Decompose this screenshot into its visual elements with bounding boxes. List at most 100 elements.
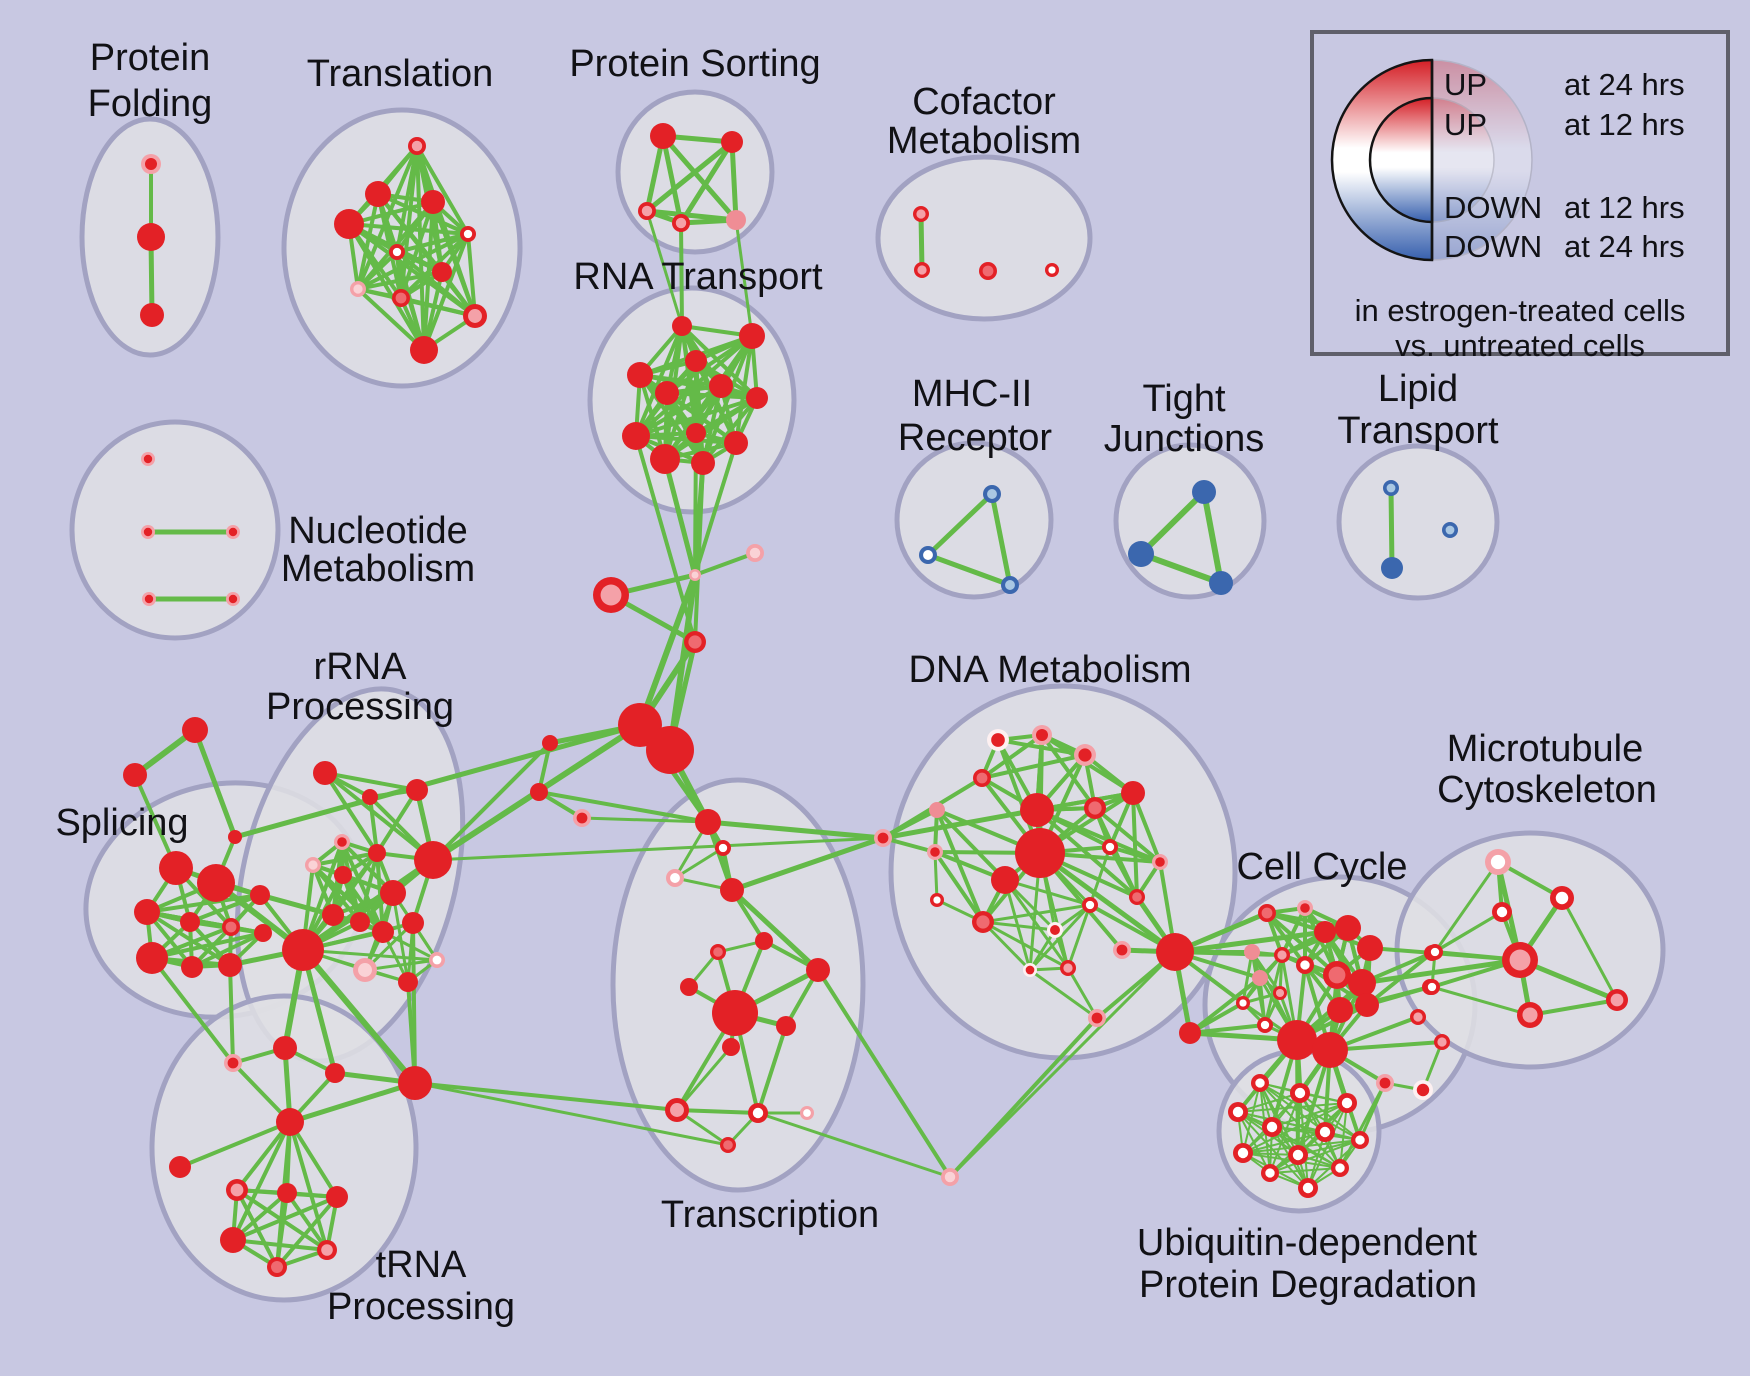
legend-note-line1: in estrogen-treated cells [1355,293,1686,328]
cluster-ellipse-cofactor-metabolism [875,154,1093,322]
cluster-label-translation-line1: Translation [307,53,494,95]
node-h6 [267,1257,287,1277]
node-sp6 [646,726,694,774]
cluster-label-tight-junctions-line2: Junctions [1104,418,1265,460]
node-r8 [414,841,452,879]
node-rt2 [739,323,765,349]
node-pf1 [141,154,161,174]
node-c11 [1252,970,1268,986]
cluster-label-cell-cycle-line1: Cell Cycle [1236,846,1407,888]
node-u4 [1228,1102,1248,1122]
node-m4 [1502,942,1538,978]
nodes-layer [123,123,1628,1277]
node-x12 [665,1098,689,1122]
legend-row-4-time: at 24 hrs [1564,229,1685,264]
node-c5 [1357,935,1383,961]
node-u12 [1298,1178,1318,1198]
node-q1 [273,1036,297,1060]
node-mh2 [919,546,937,564]
node-rt8 [622,422,650,450]
node-g1 [941,1168,959,1186]
node-x4 [720,878,744,902]
node-tj2 [1128,541,1154,567]
node-t1 [408,137,426,155]
node-c15 [1327,997,1353,1023]
node-mh3 [1001,576,1019,594]
node-ps1 [650,123,676,149]
legend-note-line2: vs. untreated cells [1395,328,1645,363]
node-t5 [460,226,476,242]
legend-row-1-direction: UP [1444,67,1487,102]
node-t10 [463,304,487,328]
node-s8 [181,956,203,978]
node-u8 [1233,1143,1253,1163]
node-r13 [402,912,424,934]
node-r5 [305,857,321,873]
node-lp3 [1442,522,1458,538]
node-d7 [1084,797,1106,819]
node-c18 [1355,993,1379,1017]
cluster-label-transcription-line1: Transcription [661,1194,879,1236]
cluster-label-rna-transport-line1: RNA Transport [573,256,823,298]
node-mb2 [1606,989,1628,1011]
node-c3 [1314,921,1336,943]
node-c13 [1236,996,1250,1010]
node-s7 [136,942,168,974]
node-r2 [362,789,378,805]
node-tj3 [1209,571,1233,595]
node-sp4 [684,631,706,653]
node-r9 [380,880,406,906]
node-d21 [1060,960,1076,976]
node-q4 [224,1054,242,1072]
node-h1 [226,1179,248,1201]
node-ps4 [672,214,690,232]
node-d18 [1082,897,1098,913]
node-o2 [1413,1080,1433,1100]
node-r7 [334,866,352,884]
node-lp1 [1383,480,1399,496]
node-c14 [1257,1017,1273,1033]
node-cr4 [1434,1034,1450,1050]
node-x13 [748,1103,768,1123]
cluster-label-ubiquitin-degradation-line2: Protein Degradation [1139,1264,1477,1306]
node-t7 [432,262,452,282]
cluster-label-mhc-ii-receptor-line1: MHC-II [912,373,1032,415]
node-c12 [1273,986,1287,1000]
node-ps5 [726,210,746,230]
node-d12 [1102,839,1118,855]
node-sp2 [746,544,764,562]
node-r3 [406,779,428,801]
node-t6 [389,244,405,260]
node-ccb [1179,1022,1201,1044]
node-d19 [1047,922,1063,938]
node-sp8 [530,783,548,801]
node-cm3 [979,262,997,280]
node-rt5 [709,374,733,398]
node-c9 [1323,961,1351,989]
node-r4 [334,834,350,850]
cluster-label-trna-processing-line1: tRNA [376,1244,467,1286]
node-t11 [410,336,438,364]
cluster-label-dna-metabolism-line1: DNA Metabolism [909,649,1192,691]
cluster-ellipse-lipid-transport [1336,443,1500,601]
node-t8 [350,281,366,297]
node-x2 [715,840,731,856]
node-x9 [712,990,758,1036]
node-sp1 [689,569,701,581]
node-t9 [392,289,410,307]
cluster-label-cofactor-metabolism-line1: Cofactor [912,81,1056,123]
legend-row-4-direction: DOWN [1444,229,1542,264]
node-s6 [250,885,270,905]
node-cm4 [1045,263,1059,277]
cluster-ellipse-trna-processing [149,993,419,1303]
cluster-label-tight-junctions-line1: Tight [1142,378,1226,420]
cluster-label-lipid-transport-line1: Lipid [1378,368,1458,410]
node-rt9 [686,423,706,443]
node-r17 [398,972,418,992]
cluster-label-lipid-transport-line2: Transport [1337,410,1499,452]
node-c16 [1277,1020,1317,1060]
node-m2 [1550,886,1574,910]
